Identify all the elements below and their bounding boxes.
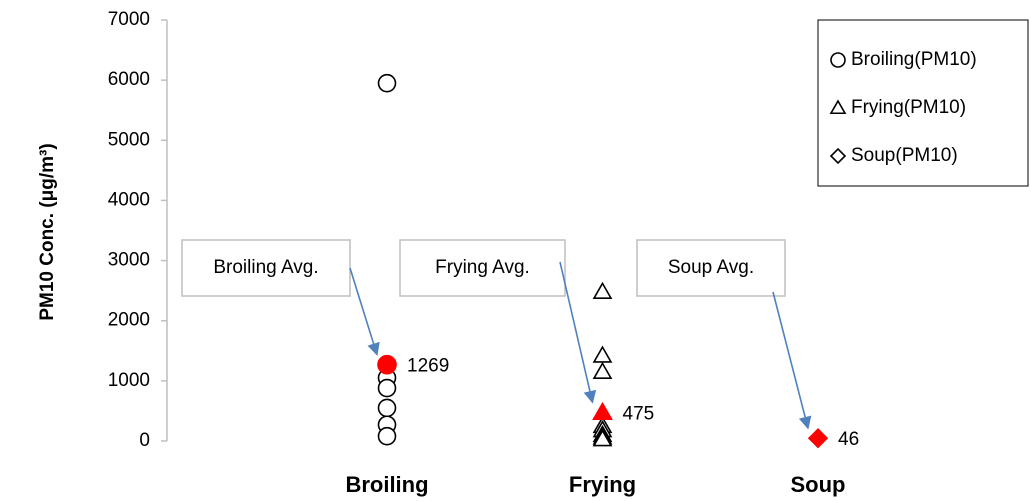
y-tick-label: 2000 [108,310,150,331]
legend-label: Broiling(PM10) [851,49,977,70]
average-point [592,401,613,420]
y-tick-label: 4000 [108,189,150,210]
legend-marker [829,147,847,165]
x-tick-label: Broiling [345,472,428,497]
point [377,426,397,446]
data-label: 1269 [407,356,449,377]
average-point [807,428,829,449]
y-tick-label: 5000 [108,129,150,150]
average-point [377,354,397,375]
x-tick-label: Frying [569,472,636,497]
point [592,429,613,447]
annotation-arrow [559,261,597,404]
y-tick-label: 3000 [108,250,150,271]
legend-marker [830,52,846,68]
point [592,361,613,380]
x-tick-label: Soup [791,472,846,497]
y-axis-label: PM10 Conc. (μg/m³) [37,143,58,320]
annotation-arrow [349,267,380,356]
legend-label: Frying(PM10) [851,97,966,118]
point [377,73,397,93]
data-label: 475 [623,403,655,424]
y-tick-label: 7000 [108,9,150,30]
y-tick-label: 6000 [108,69,150,90]
annotation-box [636,239,786,297]
legend-box [817,19,1029,187]
point [592,281,613,300]
point [377,378,397,398]
y-tick-label: 1000 [108,370,150,391]
annotation: Broiling Avg. [213,257,318,278]
point [592,345,613,363]
point [377,398,397,418]
y-tick-label: 0 [139,430,150,451]
annotation: Soup Avg. [668,257,754,278]
annotation: Frying Avg. [435,257,530,278]
legend-marker [829,99,847,115]
annotation-arrow [772,291,812,430]
annotation-box [399,239,566,297]
legend-label: Soup(PM10) [851,145,958,166]
data-label: 46 [838,429,859,450]
